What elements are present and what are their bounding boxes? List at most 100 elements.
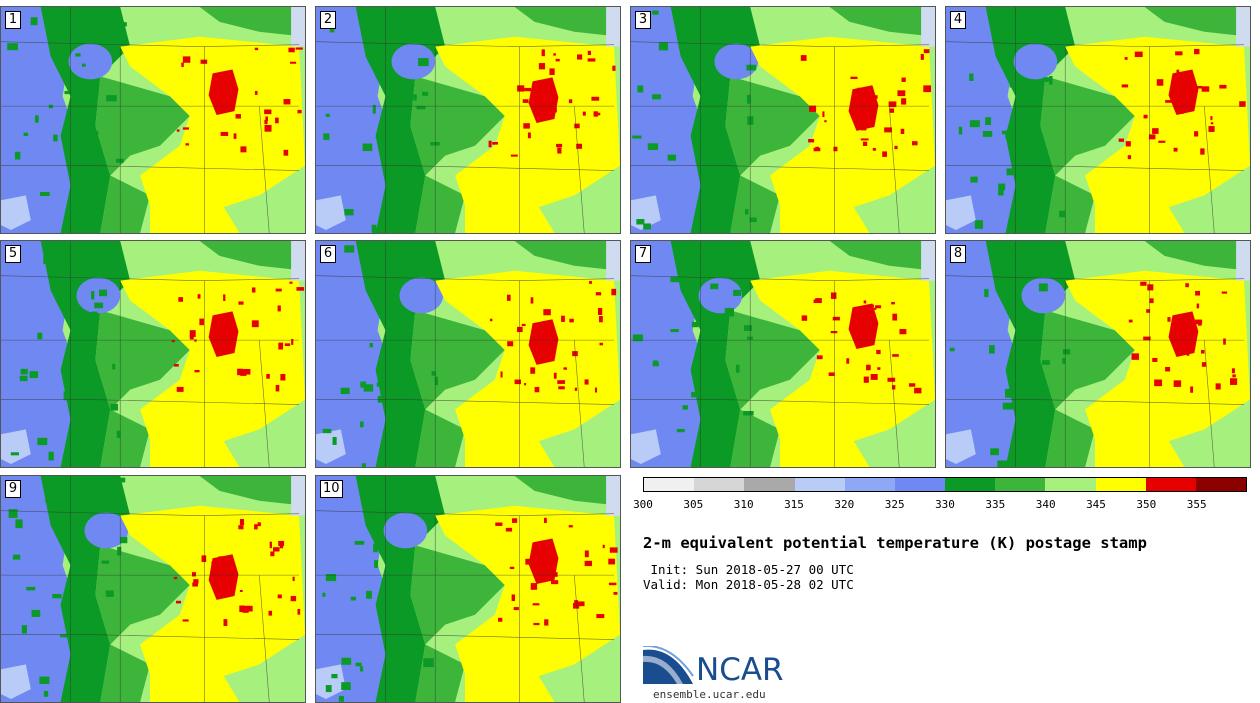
hot-speckle: [173, 576, 178, 580]
snow-region: [316, 429, 346, 465]
moist-region: [95, 545, 190, 645]
colorbar: [643, 477, 1247, 492]
hot-speckle: [612, 65, 616, 71]
hot-speckle: [1125, 141, 1131, 147]
hot-speckle: [555, 58, 560, 62]
cool-region: [391, 43, 436, 80]
hot-speckle: [289, 281, 293, 284]
map-plot: [1, 7, 305, 233]
terrain-speckle: [1001, 130, 1009, 135]
ncar-logo-icon[interactable]: [643, 646, 793, 690]
warm-region: [120, 270, 305, 450]
terrain-speckle: [75, 53, 81, 57]
terrain-speckle: [400, 217, 411, 226]
terrain-speckle: [20, 368, 28, 375]
stamp-panel[interactable]: 9: [0, 475, 306, 703]
hot-speckle: [1223, 338, 1226, 345]
hot-speckle: [176, 600, 182, 604]
terrain-speckle: [998, 189, 1004, 196]
hot-speckle: [1121, 84, 1129, 88]
snow-region: [316, 195, 346, 231]
hot-speckle: [872, 147, 876, 151]
warm-region: [465, 434, 555, 467]
logo-url[interactable]: ensemble.ucar.edu: [653, 688, 766, 701]
hot-speckle: [569, 318, 574, 323]
stamp-panel[interactable]: 7: [630, 240, 936, 468]
hot-speckle: [870, 374, 878, 380]
terrain-speckle: [374, 41, 382, 51]
terrain-speckle: [39, 676, 50, 684]
member-label: 6: [320, 245, 336, 263]
stamp-panel[interactable]: 1: [0, 6, 306, 234]
terrain-speckle: [985, 117, 992, 126]
terrain-speckle: [632, 334, 643, 342]
terrain-speckle: [92, 647, 98, 652]
terrain-speckle: [98, 400, 105, 406]
hot-speckle: [1124, 57, 1128, 60]
hot-speckle: [1152, 357, 1158, 362]
moist-region: [829, 7, 935, 37]
hot-speckle: [577, 601, 585, 607]
moist-region: [410, 310, 505, 410]
hot-speckle: [1175, 51, 1183, 56]
warm-region: [780, 434, 870, 467]
terrain-speckle: [394, 91, 404, 100]
state-boundary: [574, 575, 585, 702]
hot-speckle: [833, 146, 838, 152]
hot-speckle: [876, 349, 881, 355]
stamp-panel[interactable]: 2: [315, 6, 621, 234]
stamp-panel[interactable]: 4: [945, 6, 1251, 234]
terrain-speckle: [67, 607, 77, 615]
terrain-speckle: [354, 540, 365, 545]
state-boundaries: [946, 7, 1245, 233]
hot-speckle: [290, 596, 297, 602]
terrain-speckle: [417, 248, 426, 254]
terrain-speckle: [110, 403, 118, 411]
terrain-speckle: [82, 63, 86, 67]
hot-speckle: [1143, 336, 1151, 341]
stamp-panel[interactable]: 6: [315, 240, 621, 468]
hot-speckle: [553, 53, 556, 56]
hot-core: [208, 311, 239, 357]
terrain-speckle: [91, 311, 98, 318]
hot-speckle: [557, 380, 566, 384]
hot-speckle: [830, 292, 837, 299]
state-boundary: [1, 399, 300, 405]
hot-speckle: [539, 103, 546, 107]
warm-region: [120, 505, 305, 685]
hot-speckle: [608, 582, 617, 586]
hot-speckle: [524, 383, 527, 386]
hot-speckle: [297, 608, 301, 615]
terrain-speckle: [413, 94, 417, 101]
hot-speckle: [891, 301, 895, 305]
hot-speckle: [832, 316, 840, 321]
hot-speckle: [887, 377, 896, 382]
hot-speckle: [584, 560, 592, 567]
moist-region: [410, 76, 505, 176]
stamp-panel[interactable]: 8: [945, 240, 1251, 468]
moist-region: [730, 409, 781, 467]
terrain-speckle: [691, 391, 702, 398]
hot-speckle: [900, 128, 905, 134]
terrain-speckle: [53, 134, 58, 142]
stamp-panel[interactable]: 5: [0, 240, 306, 468]
hot-speckle: [273, 547, 280, 552]
hot-speckle: [1176, 69, 1180, 73]
hot-speckle: [591, 96, 600, 101]
colorbar-bin: [694, 478, 745, 491]
terrain-speckle: [1009, 84, 1019, 88]
terrain-speckle: [974, 220, 983, 229]
hot-speckle: [593, 112, 601, 116]
hot-speckle: [857, 87, 861, 91]
hot-speckle: [1140, 281, 1147, 286]
hot-speckle: [923, 49, 930, 54]
terrain-speckle: [670, 329, 679, 333]
stamp-panel[interactable]: 3: [630, 6, 936, 234]
terrain-speckle: [434, 376, 439, 386]
warm-region: [1065, 270, 1250, 450]
hot-speckle: [574, 123, 580, 129]
colorbar-tick-label: 305: [683, 498, 704, 511]
colorbar-bin: [1195, 478, 1247, 491]
stamp-panel[interactable]: 10: [315, 475, 621, 703]
hot-speckle: [270, 551, 275, 557]
